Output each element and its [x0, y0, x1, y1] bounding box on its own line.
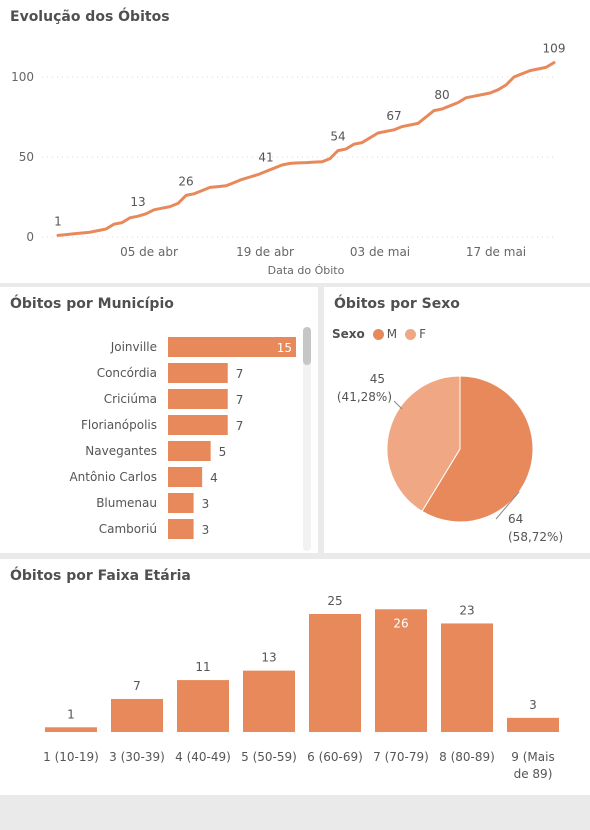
- municipio-label-6: Blumenau: [96, 496, 157, 510]
- faixa-value-4: 25: [327, 594, 342, 608]
- municipio-bar-7: [168, 519, 194, 539]
- municipio-scrollbar[interactable]: [303, 327, 311, 551]
- faixa-category-label-0: 1 (10-19): [43, 750, 99, 764]
- x-tick-label-0: 05 de abr: [120, 245, 178, 259]
- municipio-value-4: 5: [219, 445, 227, 459]
- faixa-value-5: 26: [393, 616, 408, 630]
- sexo-pie-chart[interactable]: 64 (58,72%) 45 (41,28%): [324, 287, 590, 553]
- faixa-category-label-6: 8 (80-89): [439, 750, 495, 764]
- sexo-legend-title: Sexo: [332, 327, 365, 341]
- x-tick-label-3: 17 de mai: [466, 245, 526, 259]
- municipio-value-5: 4: [210, 471, 218, 485]
- pie-leader-m: [495, 491, 520, 520]
- municipio-value-1: 7: [236, 367, 244, 381]
- x-tick-label-1: 19 de abr: [236, 245, 294, 259]
- legend-dot-m-icon: [372, 328, 384, 340]
- faixa-category-label-3: 5 (50-59): [241, 750, 297, 764]
- legend-item-m[interactable]: M: [372, 327, 398, 341]
- pie-slice-m: [421, 375, 534, 523]
- line-chart[interactable]: 0 50 100 05 de abr 19 de abr 03 de mai 17 de m…: [0, 0, 590, 283]
- faixa-bar-2: [177, 680, 229, 732]
- faixa-bar-7: [507, 717, 559, 732]
- pie-value-f: 45: [370, 372, 385, 386]
- municipio-bar-6: [168, 493, 194, 513]
- faixa-value-0: 1: [67, 707, 75, 721]
- municipio-value-0: 15: [277, 341, 292, 355]
- legend-item-f[interactable]: F: [405, 327, 426, 341]
- pie-percent-f: (41,28%): [337, 390, 392, 404]
- municipio-value-3: 7: [236, 419, 244, 433]
- line-data-label-6: 80: [434, 88, 449, 102]
- faixa-chart[interactable]: 1 1 (10-19) 7 3 (30-39) 11 4 (40-49) 13 5 (50-5…: [0, 559, 590, 795]
- faixa-bar-5: [375, 609, 427, 732]
- pie-percent-m: (58,72%): [508, 530, 563, 544]
- municipio-label-3: Florianópolis: [81, 418, 157, 432]
- y-tick-label-0: 0: [26, 230, 34, 244]
- faixa-value-6: 23: [459, 603, 474, 617]
- x-axis-label: Data do Óbito: [268, 264, 345, 277]
- pie-leader-f: [393, 400, 403, 410]
- municipio-scrollbar-thumb[interactable]: [303, 327, 311, 365]
- line-data-label-7: 109: [543, 42, 566, 56]
- legend-label-m: M: [386, 327, 398, 341]
- legend-dot-f-icon: [405, 328, 417, 340]
- faixa-category-label-7-line-1: de 89): [514, 767, 553, 781]
- municipio-label-2: Criciúma: [104, 392, 157, 406]
- faixa-category-label-2: 4 (40-49): [175, 750, 231, 764]
- pie-slice-f: [386, 375, 461, 513]
- line-data-label-0: 1: [54, 214, 62, 228]
- sexo-panel: Óbitos por Sexo Sexo M F 64 (58,72%) 45 (41…: [324, 287, 590, 553]
- municipio-label-1: Concórdia: [97, 366, 157, 380]
- municipio-value-2: 7: [236, 393, 244, 407]
- faixa-bar-1: [111, 698, 163, 732]
- faixa-title: Óbitos por Faixa Etária: [10, 568, 191, 584]
- y-tick-label-2: 100: [11, 70, 34, 84]
- faixa-category-label-5: 7 (70-79): [373, 750, 429, 764]
- municipio-label-5: Antônio Carlos: [69, 470, 157, 484]
- line-data-label-1: 13: [130, 195, 145, 209]
- municipio-label-0: Joinville: [110, 340, 157, 354]
- municipio-value-6: 3: [202, 497, 210, 511]
- municipio-label-4: Navegantes: [85, 444, 157, 458]
- series-line: [56, 61, 556, 237]
- municipio-bar-1: [168, 363, 228, 383]
- faixa-category-label-7: 9 (Mais: [511, 750, 554, 764]
- x-tick-label-2: 03 de mai: [350, 245, 410, 259]
- faixa-value-1: 7: [133, 679, 141, 693]
- faixa-value-2: 11: [195, 660, 210, 674]
- pie-value-m: 64: [508, 512, 523, 526]
- municipio-value-7: 3: [202, 523, 210, 537]
- municipio-bar-5: [168, 467, 203, 487]
- faixa-bar-0: [45, 727, 97, 732]
- sexo-legend: Sexo M F: [332, 327, 434, 341]
- faixa-bar-6: [441, 623, 493, 732]
- municipio-title: Óbitos por Município: [10, 296, 174, 312]
- line-data-label-5: 67: [386, 109, 401, 123]
- line-data-label-3: 41: [258, 150, 273, 164]
- municipio-panel: Óbitos por Município Joinville 15 Concórdi…: [0, 287, 318, 553]
- line-data-label-2: 26: [178, 174, 193, 188]
- legend-label-f: F: [419, 327, 427, 341]
- municipio-label-7: Camboriú: [99, 522, 157, 536]
- line-chart-panel: Evolução dos Óbitos 0 50 100 05 de abr 19 de…: [0, 0, 590, 283]
- faixa-value-3: 13: [261, 651, 276, 665]
- municipio-chart[interactable]: Joinville 15 Concórdia 7 Criciúma 7 Florianópo…: [0, 287, 318, 553]
- y-tick-label-1: 50: [19, 150, 34, 164]
- line-data-label-4: 54: [330, 130, 345, 144]
- municipio-bar-3: [168, 415, 228, 435]
- faixa-bar-3: [243, 670, 295, 732]
- faixa-bar-4: [309, 614, 361, 732]
- faixa-category-label-4: 6 (60-69): [307, 750, 363, 764]
- faixa-value-7: 3: [529, 698, 537, 712]
- municipio-bar-0: [168, 337, 296, 357]
- municipio-bar-4: [168, 441, 211, 461]
- faixa-panel: Óbitos por Faixa Etária 1 1 (10-19) 7 3 (30…: [0, 559, 590, 795]
- sexo-title: Óbitos por Sexo: [334, 296, 460, 312]
- municipio-bar-2: [168, 389, 228, 409]
- faixa-category-label-1: 3 (30-39): [109, 750, 165, 764]
- line-chart-title: Evolução dos Óbitos: [10, 9, 170, 25]
